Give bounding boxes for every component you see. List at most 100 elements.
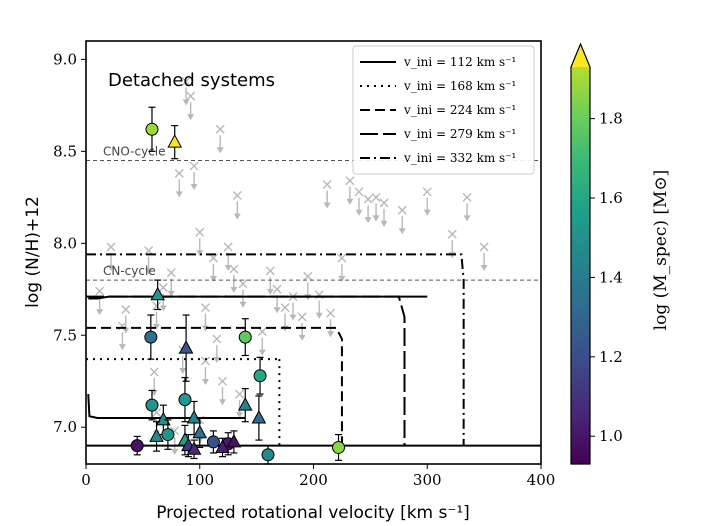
- upper-limit-cross: [152, 408, 162, 417]
- y-tick-label: 8.5: [53, 142, 77, 160]
- upper-limit-cross: [235, 389, 245, 399]
- x-tick-label: 200: [299, 471, 328, 489]
- legend-box: [352, 45, 535, 175]
- upper-limit-arrowhead: [179, 367, 187, 374]
- upper-limit-arrowhead: [209, 276, 217, 283]
- data-point: [237, 387, 253, 423]
- upper-limit-marker: [223, 242, 233, 271]
- upper-limit-cross: [121, 305, 131, 315]
- upper-limit-marker: [314, 290, 324, 319]
- upper-limit-marker: [238, 279, 248, 308]
- upper-limit-marker: [354, 187, 364, 216]
- circle-marker: [145, 122, 159, 136]
- upper-limit-marker: [174, 168, 184, 198]
- triangle-marker: [251, 409, 267, 424]
- y-tick-label: 9.0: [53, 50, 77, 68]
- upper-limit-arrowhead: [171, 448, 179, 455]
- upper-limit-cross: [297, 312, 307, 322]
- model-track: [87, 394, 246, 420]
- upper-limit-marker: [371, 192, 381, 222]
- upper-limit-arrowhead: [236, 412, 244, 419]
- upper-limit-arrowhead: [463, 215, 471, 222]
- upper-limit-arrowhead: [273, 307, 281, 314]
- triangle-marker: [226, 433, 242, 448]
- upper-limit-arrowhead: [107, 264, 115, 271]
- upper-limit-cross: [208, 253, 218, 263]
- upper-limit-cross: [174, 168, 184, 178]
- legend-entry-label: v_ini = 112 km s⁻¹: [403, 55, 516, 69]
- legend-entry-label: v_ini = 224 km s⁻¹: [403, 103, 516, 117]
- upper-limit-marker: [106, 242, 116, 271]
- triangle-marker: [167, 134, 183, 148]
- upper-limit-cross: [218, 376, 227, 386]
- upper-limit-cross: [144, 246, 154, 256]
- colorbar-tick-label: 1.6: [599, 189, 623, 207]
- y-tick-label: 7.0: [53, 418, 77, 436]
- upper-limit-arrowhead: [327, 331, 335, 338]
- upper-limit-arrowhead: [216, 147, 224, 154]
- model-track: [86, 253, 465, 446]
- upper-limit-marker: [181, 76, 191, 106]
- upper-limit-marker: [397, 205, 407, 235]
- upper-limit-marker: [189, 161, 199, 191]
- upper-limit-arrowhead: [219, 399, 226, 406]
- upper-limit-arrowhead: [159, 305, 167, 312]
- upper-limit-marker: [297, 312, 307, 341]
- y-axis-label: log (N/H)+12: [23, 196, 43, 308]
- upper-limit-marker: [379, 198, 389, 227]
- upper-limit-marker: [322, 179, 332, 209]
- circle-marker: [253, 369, 267, 383]
- upper-limit-cross: [354, 187, 364, 197]
- upper-limit-cross: [232, 190, 242, 200]
- upper-limit-arrowhead: [480, 264, 488, 271]
- upper-limit-cross: [397, 205, 407, 215]
- upper-limit-cross: [238, 279, 248, 289]
- upper-limit-cross: [186, 91, 196, 101]
- upper-limit-marker: [265, 266, 275, 295]
- upper-limit-marker: [218, 376, 227, 406]
- upper-limit-cross: [280, 303, 290, 313]
- x-tick-label: 400: [527, 471, 556, 489]
- upper-limit-marker: [144, 246, 154, 275]
- data-point: [178, 314, 194, 382]
- triangle-marker: [192, 424, 208, 439]
- upper-limit-marker: [166, 268, 176, 297]
- reference-line-label: CN-cycle: [103, 264, 156, 278]
- upper-limit-marker: [422, 187, 432, 216]
- upper-limit-cross: [337, 253, 347, 263]
- upper-limit-cross: [265, 266, 275, 276]
- upper-limit-arrowhead: [355, 209, 363, 216]
- panel-label: Detached systems: [108, 70, 275, 91]
- upper-limit-cross: [215, 124, 225, 134]
- colorbar-tick-label: 1.4: [599, 268, 623, 286]
- upper-limit-marker: [337, 253, 347, 283]
- colorbar-extend-arrow: [571, 44, 590, 67]
- upper-limit-arrowhead: [258, 349, 266, 356]
- upper-limit-marker: [363, 194, 373, 224]
- triangle-marker: [237, 397, 253, 411]
- upper-limit-arrowhead: [289, 314, 297, 321]
- circle-marker: [145, 398, 159, 412]
- circle-marker: [238, 330, 252, 344]
- colorbar-tick-label: 1.0: [599, 427, 623, 445]
- data-point: [186, 439, 202, 460]
- upper-limit-arrowhead: [239, 301, 247, 308]
- upper-limit-cross: [181, 76, 191, 86]
- upper-limit-arrowhead: [175, 191, 183, 198]
- upper-limit-arrowhead: [233, 213, 241, 220]
- upper-limit-cross: [345, 176, 355, 186]
- circle-marker: [144, 330, 158, 344]
- circle-marker: [261, 448, 275, 462]
- triangle-marker: [215, 439, 230, 453]
- data-point: [145, 106, 159, 152]
- upper-limits-layer: [95, 76, 489, 455]
- upper-limit-arrowhead: [213, 356, 221, 363]
- data-point: [149, 421, 164, 452]
- model-track: [86, 326, 343, 446]
- upper-limit-marker: [186, 91, 196, 121]
- data-point: [226, 430, 242, 454]
- colorbar-label: log (M_spec) [M⊙]: [651, 170, 671, 331]
- upper-limit-cross: [322, 179, 332, 189]
- upper-limit-cross: [106, 242, 116, 252]
